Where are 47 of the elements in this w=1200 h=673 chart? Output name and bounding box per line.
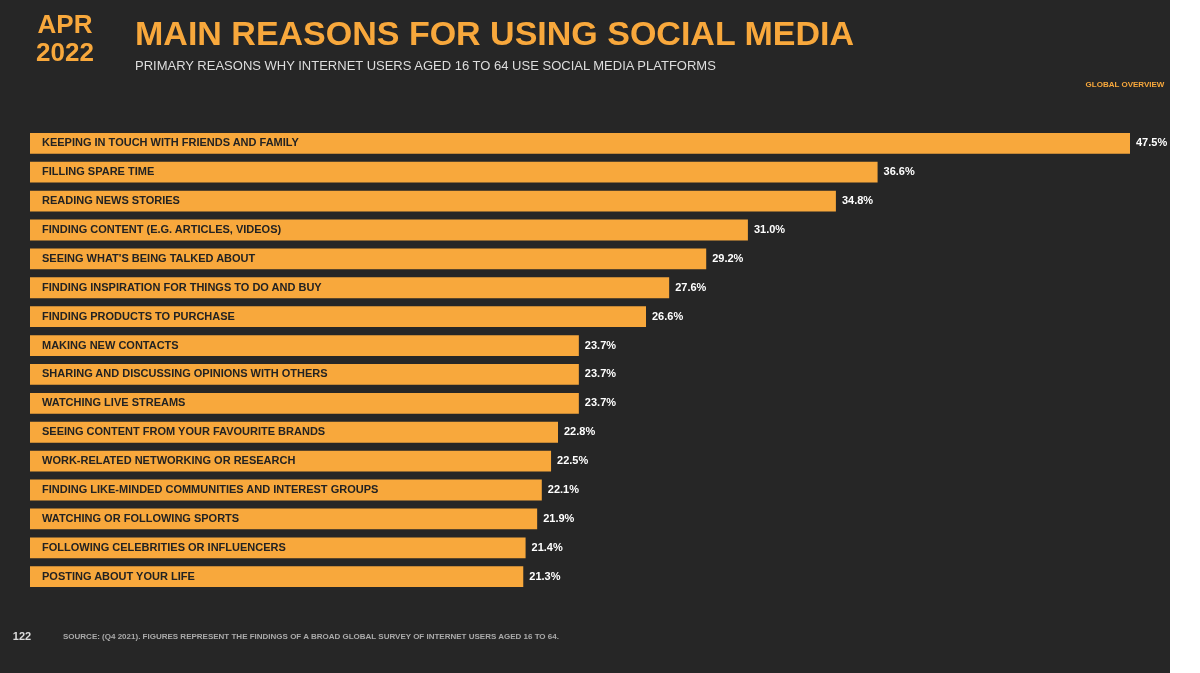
text: APR 2022 bbox=[36, 9, 94, 67]
source-note: SOURCE: (Q4 2021). FIGURES REPRESENT THE FINDINGS OF A BROAD GLOBAL SURVEY OF INTERNET USERS AGED 16 TO 64. bbox=[63, 632, 559, 641]
y-tick-label: MAKING NEW CONTACTS bbox=[42, 338, 179, 351]
y-tick-label: FINDING LIKE-MINDED COMMUNITIES AND INTEREST GROUPS bbox=[42, 483, 379, 496]
data-label: 22.5% bbox=[557, 454, 589, 467]
data-label: 26.6% bbox=[652, 309, 684, 322]
bar bbox=[30, 335, 579, 356]
data-label: 23.7% bbox=[584, 396, 617, 409]
bar bbox=[30, 190, 836, 212]
bar bbox=[30, 277, 670, 299]
y-tick-label: SEEING CONTENT FROM YOUR FAVOURITE BRANDS bbox=[42, 425, 326, 438]
bar bbox=[30, 161, 878, 183]
data-label: 22.8% bbox=[564, 425, 596, 438]
y-tick-label: FINDING CONTENT (E.G. ARTICLES, VIDEOS) bbox=[42, 222, 282, 235]
y-tick-label: WORK-RELATED NETWORKING OR RESEARCH bbox=[42, 454, 296, 467]
bar bbox=[30, 248, 707, 270]
y-tick-label: FILLING SPARE TIME bbox=[42, 165, 155, 178]
data-label: 27.6% bbox=[675, 280, 707, 293]
y-tick-label: FINDING INSPIRATION FOR THINGS TO DO AND BUY bbox=[42, 280, 323, 293]
y-tick-label: SEEING WHAT'S BEING TALKED ABOUT bbox=[42, 251, 256, 264]
y-tick-label: FOLLOWING CELEBRITIES OR INFLUENCERS bbox=[42, 540, 286, 553]
data-label: 21.3% bbox=[529, 569, 561, 582]
text: GLOBAL OVERVIEW bbox=[1085, 80, 1165, 89]
data-label: 31.0% bbox=[753, 222, 786, 235]
data-label: 23.7% bbox=[584, 338, 617, 351]
data-label: 21.9% bbox=[543, 511, 575, 524]
text: 122 bbox=[12, 630, 32, 642]
y-tick-label: SHARING AND DISCUSSING OPINIONS WITH OTHERS bbox=[42, 367, 328, 380]
y-tick-label: READING NEWS STORIES bbox=[42, 194, 180, 207]
bar bbox=[30, 132, 1130, 154]
y-tick-label: KEEPING IN TOUCH WITH FRIENDS AND FAMILY bbox=[42, 136, 300, 149]
bar bbox=[30, 392, 579, 414]
data-label: 21.4% bbox=[531, 540, 563, 553]
y-tick-label: WATCHING OR FOLLOWING SPORTS bbox=[42, 511, 240, 524]
y-tick-label: FINDING PRODUCTS TO PURCHASE bbox=[42, 309, 235, 322]
data-label: 22.1% bbox=[547, 483, 580, 496]
bar bbox=[30, 306, 646, 328]
data-label: 47.5% bbox=[1136, 136, 1168, 149]
bar bbox=[30, 566, 524, 588]
data-label: 23.7% bbox=[584, 367, 617, 380]
chart-subtitle: PRIMARY REASONS WHY INTERNET USERS AGED 16 TO 64 USE SOCIAL MEDIA PLATFORMS bbox=[135, 58, 717, 73]
data-label: 34.8% bbox=[841, 194, 874, 207]
y-tick-label: WATCHING LIVE STREAMS bbox=[42, 396, 186, 409]
data-label: 36.6% bbox=[883, 165, 915, 178]
chart-title: MAIN REASONS FOR USING SOCIAL MEDIA bbox=[135, 14, 855, 52]
data-label: 29.2% bbox=[712, 251, 744, 264]
y-tick-label: POSTING ABOUT YOUR LIFE bbox=[42, 569, 195, 582]
